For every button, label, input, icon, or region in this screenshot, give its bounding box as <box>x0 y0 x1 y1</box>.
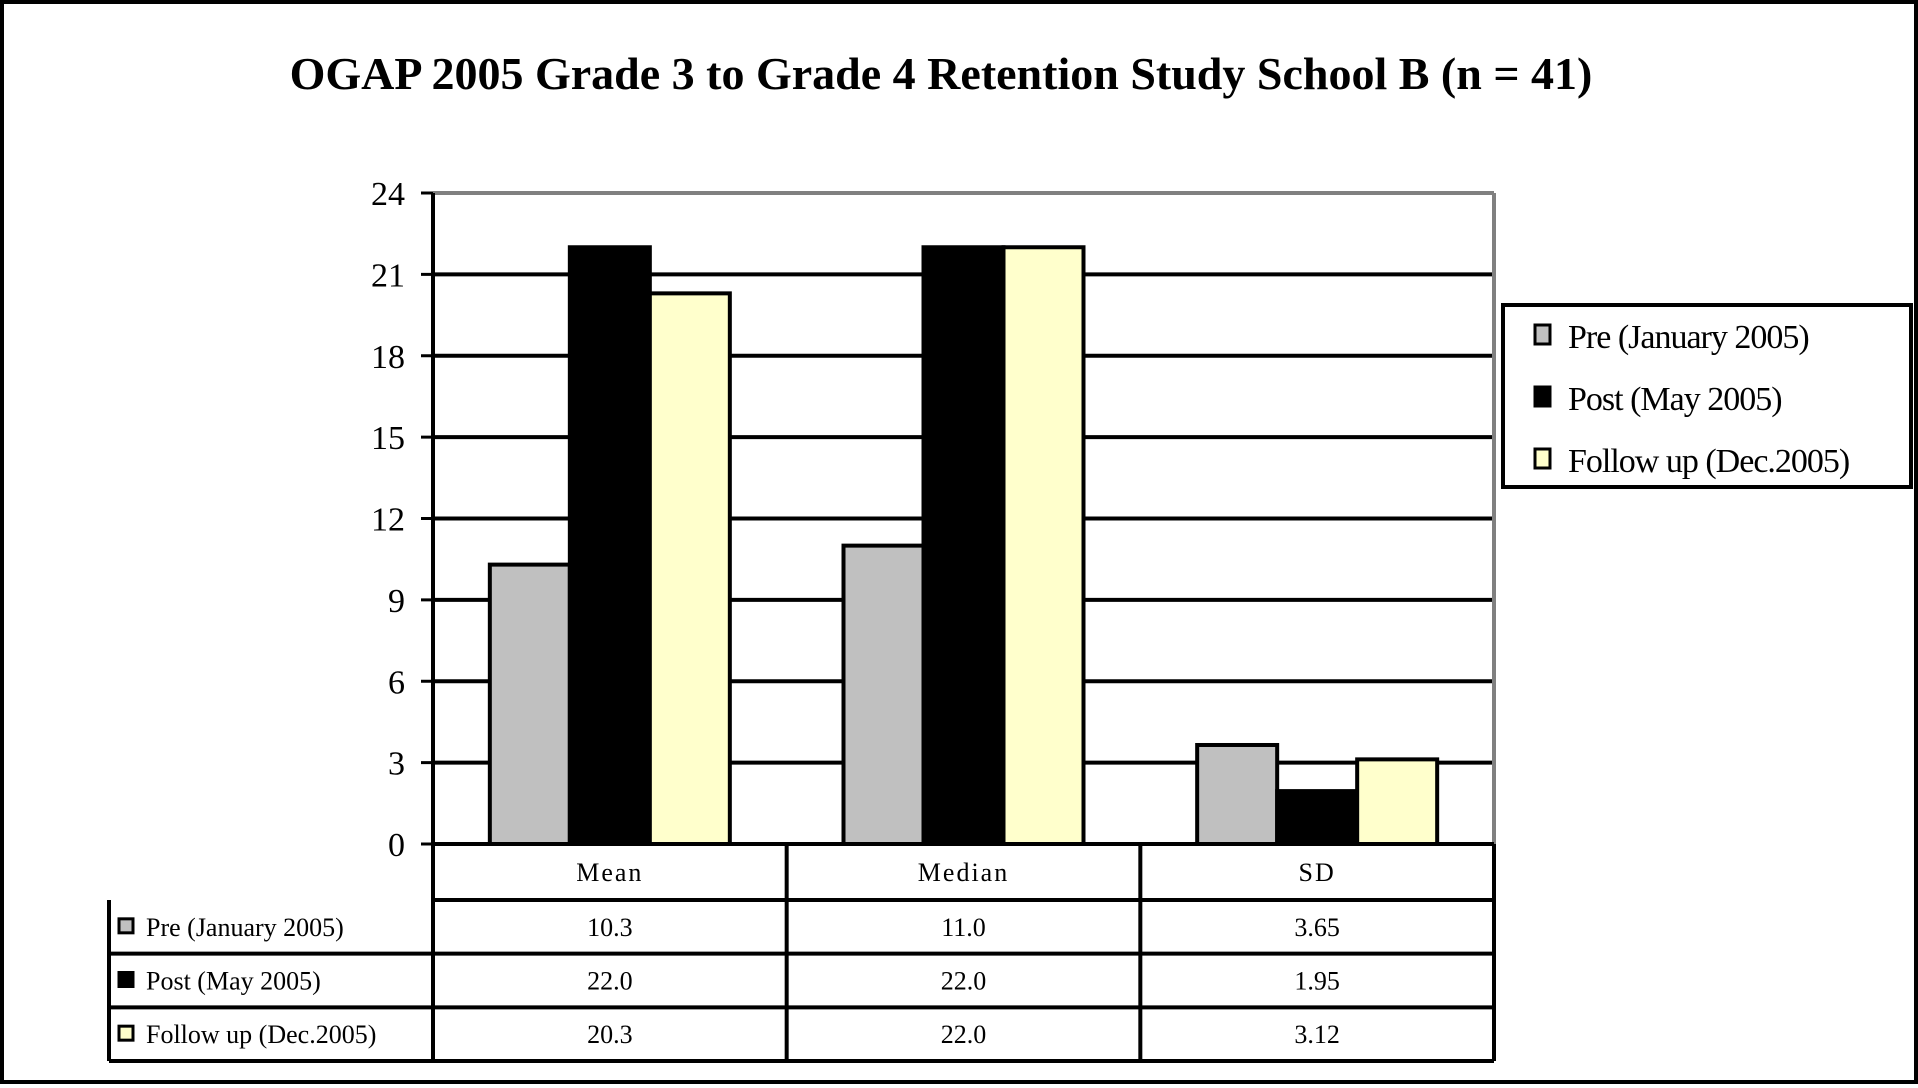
bar-post-may-2005-sd <box>1275 789 1360 847</box>
table-row-label: Follow up (Dec.2005) <box>146 1020 376 1049</box>
bars <box>487 245 1440 847</box>
legend-label-follow-up-dec-2005: Follow up (Dec.2005) <box>1568 443 1849 480</box>
table-swatch-pre-january-2005 <box>117 917 135 935</box>
y-tick-label: 3 <box>388 746 405 783</box>
legend-swatch-follow-up-dec-2005 <box>1533 447 1552 470</box>
data-label: 1.95 <box>1294 967 1340 996</box>
data-label: 22.0 <box>941 1020 987 1049</box>
legend-label-post-may-2005: Post (May 2005) <box>1568 381 1782 418</box>
y-tick-label: 6 <box>388 664 405 701</box>
y-tick-label: 12 <box>371 502 405 539</box>
table-swatch-post-may-2005 <box>117 971 135 988</box>
legend-swatch-pre-january-2005 <box>1533 323 1552 346</box>
data-table: Mean Median SD Pre (January 2005) 10.3 11.0 3.… <box>107 844 1496 1063</box>
data-label: 10.3 <box>587 913 633 942</box>
bar-follow-up-dec-2005-mean <box>647 291 732 846</box>
y-tick-label: 9 <box>388 583 405 620</box>
legend-label-pre-january-2005: Pre (January 2005) <box>1568 319 1809 356</box>
table-row-label: Post (May 2005) <box>146 967 321 996</box>
bar-chart: OGAP 2005 Grade 3 to Grade 4 Retention S… <box>107 48 1913 1063</box>
data-label: 11.0 <box>941 913 986 942</box>
y-tick-label: 18 <box>371 339 405 376</box>
x-category-label: Mean <box>576 858 643 887</box>
bar-post-may-2005-median <box>921 245 1006 846</box>
legend: Pre (January 2005) Post (May 2005) Follow … <box>1501 303 1913 489</box>
legend-swatch-post-may-2005 <box>1533 385 1552 408</box>
y-tick-label: 15 <box>371 420 405 457</box>
x-category-label: Median <box>918 858 1009 887</box>
y-tick-label: 21 <box>371 257 405 294</box>
chart-title: OGAP 2005 Grade 3 to Grade 4 Retention S… <box>290 48 1593 99</box>
data-label: 3.65 <box>1294 913 1340 942</box>
data-label: 22.0 <box>941 967 987 996</box>
bar-pre-january-2005-sd <box>1195 742 1280 847</box>
bar-pre-january-2005-median <box>841 543 926 846</box>
legend-box <box>1501 303 1913 489</box>
bar-follow-up-dec-2005-sd <box>1355 757 1440 846</box>
data-label: 20.3 <box>587 1020 633 1049</box>
data-label: 22.0 <box>587 967 633 996</box>
bar-pre-january-2005-mean <box>487 562 572 846</box>
x-category-label: SD <box>1299 858 1336 887</box>
data-label: 3.12 <box>1294 1020 1340 1049</box>
y-tick-label: 0 <box>388 827 405 864</box>
y-tick-label: 24 <box>371 176 405 213</box>
axes: 0 3 6 9 12 15 18 21 24 <box>371 176 1496 864</box>
bar-follow-up-dec-2005-median <box>1001 245 1086 846</box>
bar-post-may-2005-mean <box>567 245 652 846</box>
table-row-label: Pre (January 2005) <box>146 913 344 942</box>
table-swatch-follow-up-dec-2005 <box>117 1024 135 1042</box>
